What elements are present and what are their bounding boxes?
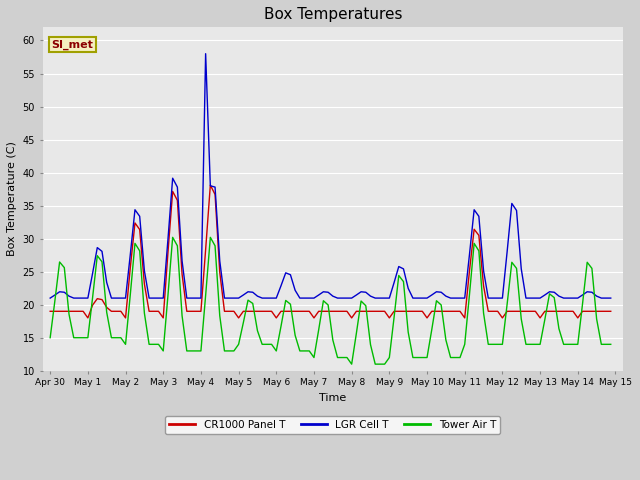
CR1000 Panel T <box>169 189 177 194</box>
Tower Air T <box>46 335 54 341</box>
Line: LGR Cell T: LGR Cell T <box>50 54 611 298</box>
CR1000 Panel T <box>84 315 92 321</box>
Tower Air T <box>169 234 177 240</box>
Line: CR1000 Panel T: CR1000 Panel T <box>50 185 611 318</box>
LGR Cell T <box>494 295 502 301</box>
CR1000 Panel T <box>46 309 54 314</box>
LGR Cell T <box>362 289 370 295</box>
Tower Air T <box>499 341 506 347</box>
CR1000 Panel T <box>202 247 209 252</box>
Tower Air T <box>348 361 355 367</box>
Tower Air T <box>598 341 605 347</box>
CR1000 Panel T <box>607 309 614 314</box>
Text: SI_met: SI_met <box>51 39 93 49</box>
Line: Tower Air T: Tower Air T <box>50 237 611 364</box>
CR1000 Panel T <box>207 182 214 188</box>
Y-axis label: Box Temperature (C): Box Temperature (C) <box>7 142 17 256</box>
CR1000 Panel T <box>367 309 374 314</box>
Tower Air T <box>164 293 172 299</box>
LGR Cell T <box>197 295 205 301</box>
Title: Box Temperatures: Box Temperatures <box>264 7 402 22</box>
LGR Cell T <box>46 295 54 301</box>
Tower Air T <box>607 341 614 347</box>
CR1000 Panel T <box>598 309 605 314</box>
X-axis label: Time: Time <box>319 393 346 403</box>
LGR Cell T <box>437 289 445 295</box>
LGR Cell T <box>164 237 172 242</box>
Tower Air T <box>442 337 450 343</box>
LGR Cell T <box>202 51 209 57</box>
Tower Air T <box>202 293 209 299</box>
Tower Air T <box>367 342 374 348</box>
CR1000 Panel T <box>442 309 450 314</box>
Legend: CR1000 Panel T, LGR Cell T, Tower Air T: CR1000 Panel T, LGR Cell T, Tower Air T <box>165 416 500 434</box>
LGR Cell T <box>593 293 600 299</box>
CR1000 Panel T <box>499 315 506 321</box>
LGR Cell T <box>607 295 614 301</box>
